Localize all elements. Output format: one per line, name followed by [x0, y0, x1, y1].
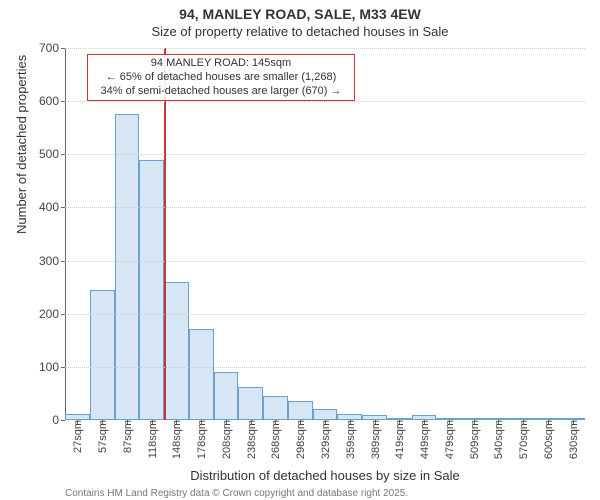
bar — [115, 114, 140, 420]
x-tick-label: 570sqm — [516, 420, 530, 459]
x-tick-label: 449sqm — [417, 420, 431, 459]
y-tick-label: 700 — [39, 41, 65, 55]
credits-line1: Contains HM Land Registry data © Crown c… — [65, 488, 447, 500]
bar — [313, 409, 338, 420]
y-tick-label: 600 — [39, 94, 65, 108]
x-tick-label: 208sqm — [219, 420, 233, 459]
callout-line2: ← 65% of detached houses are smaller (1,… — [92, 71, 350, 85]
callout-line1: 94 MANLEY ROAD: 145sqm — [92, 57, 350, 71]
x-tick-label: 359sqm — [343, 420, 357, 459]
y-tick-label: 400 — [39, 200, 65, 214]
bars-container — [65, 48, 585, 420]
grid-line — [65, 101, 585, 102]
y-tick-label: 500 — [39, 147, 65, 161]
x-tick-label: 600sqm — [541, 420, 555, 459]
chart-plot-area: 94 MANLEY ROAD: 145sqm ← 65% of detached… — [65, 48, 585, 420]
x-tick-label: 509sqm — [467, 420, 481, 459]
x-tick-label: 298sqm — [293, 420, 307, 459]
bar — [288, 401, 313, 420]
grid-line — [65, 207, 585, 208]
x-tick-label: 419sqm — [392, 420, 406, 459]
x-tick-label: 630sqm — [566, 420, 580, 459]
x-tick-label: 479sqm — [442, 420, 456, 459]
y-tick-label: 100 — [39, 360, 65, 374]
bar — [90, 290, 115, 420]
x-tick-label: 389sqm — [368, 420, 382, 459]
grid-line — [65, 154, 585, 155]
bar — [263, 396, 288, 420]
bar — [189, 329, 214, 420]
y-tick-label: 300 — [39, 254, 65, 268]
x-tick-label: 87sqm — [120, 420, 134, 453]
bar — [164, 282, 189, 420]
bar — [214, 372, 239, 420]
chart-title-line1: 94, MANLEY ROAD, SALE, M33 4EW — [0, 6, 600, 22]
x-tick-label: 148sqm — [169, 420, 183, 459]
x-axis-label: Distribution of detached houses by size … — [65, 468, 585, 483]
marker-line — [164, 48, 166, 420]
grid-line — [65, 261, 585, 262]
grid-line — [65, 367, 585, 368]
marker-callout: 94 MANLEY ROAD: 145sqm ← 65% of detached… — [87, 54, 355, 101]
x-tick-label: 329sqm — [318, 420, 332, 459]
x-tick-label: 238sqm — [244, 420, 258, 459]
x-tick-label: 540sqm — [491, 420, 505, 459]
y-tick-label: 200 — [39, 307, 65, 321]
x-tick-label: 118sqm — [145, 420, 159, 458]
bar — [139, 160, 164, 420]
x-tick-label: 57sqm — [95, 420, 109, 453]
credits: Contains HM Land Registry data © Crown c… — [65, 488, 447, 500]
x-tick-label: 268sqm — [268, 420, 282, 459]
grid-line — [65, 314, 585, 315]
y-tick-label: 0 — [52, 413, 65, 427]
callout-line3: 34% of semi-detached houses are larger (… — [92, 85, 350, 99]
bar — [238, 387, 263, 420]
x-tick-label: 27sqm — [70, 420, 84, 453]
grid-line — [65, 48, 585, 49]
y-axis-label: Number of detached properties — [14, 55, 29, 234]
chart-subtitle: Size of property relative to detached ho… — [0, 24, 600, 39]
x-tick-label: 178sqm — [194, 420, 208, 459]
